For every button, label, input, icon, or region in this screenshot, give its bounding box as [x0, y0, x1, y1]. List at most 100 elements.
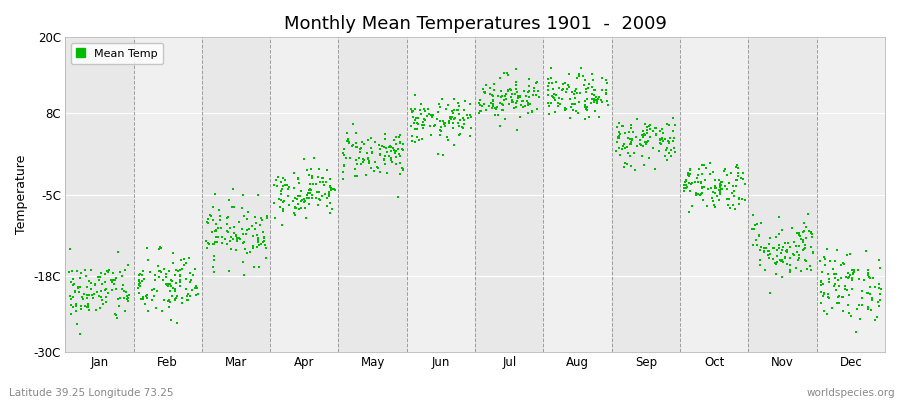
Point	[666, 138, 680, 144]
Point	[92, 277, 106, 283]
Point	[190, 285, 204, 292]
Point	[828, 281, 842, 287]
Point	[287, 210, 302, 216]
Point	[846, 266, 860, 273]
Point	[119, 289, 133, 295]
Point	[179, 260, 194, 266]
Point	[76, 296, 90, 302]
Point	[122, 295, 136, 301]
Bar	[544, 37, 612, 352]
Point	[114, 286, 129, 292]
Point	[796, 239, 810, 246]
Point	[173, 278, 187, 285]
Point	[716, 179, 730, 185]
Point	[302, 187, 316, 193]
Point	[224, 234, 238, 240]
Point	[411, 121, 426, 128]
Point	[514, 102, 528, 108]
Point	[222, 225, 237, 231]
Point	[310, 195, 324, 202]
Point	[222, 197, 237, 203]
Point	[94, 288, 108, 294]
Point	[683, 171, 698, 177]
Point	[770, 234, 784, 240]
Point	[774, 274, 788, 280]
Bar	[680, 37, 749, 352]
Point	[87, 280, 102, 287]
Point	[167, 296, 182, 302]
Point	[371, 165, 385, 172]
Point	[232, 236, 247, 242]
Point	[863, 275, 878, 281]
Point	[711, 176, 725, 183]
Point	[798, 223, 813, 230]
Point	[84, 286, 98, 292]
Point	[727, 206, 742, 212]
Point	[750, 220, 764, 227]
Point	[391, 194, 405, 201]
Point	[796, 228, 811, 234]
Point	[287, 195, 302, 201]
Point	[153, 244, 167, 250]
Point	[66, 294, 80, 300]
Point	[778, 248, 793, 254]
Point	[497, 70, 511, 76]
Point	[448, 115, 463, 121]
Point	[599, 80, 614, 86]
Point	[797, 257, 812, 264]
Point	[708, 190, 723, 196]
Point	[157, 297, 171, 304]
Point	[252, 242, 266, 248]
Point	[790, 249, 805, 256]
Point	[311, 189, 326, 195]
Point	[861, 267, 876, 273]
Point	[254, 241, 268, 247]
Point	[94, 270, 108, 276]
Point	[324, 184, 338, 191]
Point	[599, 77, 614, 84]
Point	[873, 265, 887, 271]
Point	[838, 274, 852, 280]
Point	[350, 161, 365, 168]
Point	[162, 298, 176, 305]
Point	[418, 121, 432, 128]
Point	[568, 95, 582, 102]
Point	[138, 300, 152, 307]
Point	[98, 279, 112, 285]
Point	[114, 272, 129, 279]
Point	[872, 281, 886, 287]
Point	[412, 137, 427, 143]
Point	[145, 297, 159, 304]
Point	[472, 108, 487, 114]
Point	[152, 246, 166, 252]
Point	[120, 293, 134, 299]
Point	[408, 106, 422, 112]
Point	[516, 97, 530, 104]
Point	[640, 124, 654, 130]
Point	[70, 268, 85, 274]
Point	[745, 226, 760, 232]
Point	[502, 101, 517, 107]
Bar	[202, 37, 270, 352]
Point	[485, 101, 500, 107]
Point	[616, 123, 631, 129]
Point	[150, 263, 165, 270]
Point	[68, 289, 82, 295]
Point	[413, 111, 428, 117]
Point	[500, 90, 514, 97]
Point	[512, 114, 526, 121]
Point	[245, 223, 259, 229]
Point	[570, 75, 584, 81]
Point	[827, 283, 842, 289]
Point	[652, 140, 667, 146]
Point	[737, 197, 751, 203]
Point	[613, 152, 627, 158]
Point	[769, 271, 783, 277]
Point	[695, 171, 709, 177]
Point	[349, 157, 364, 164]
Point	[300, 192, 314, 198]
Point	[508, 90, 522, 97]
Point	[872, 285, 886, 291]
Point	[654, 135, 669, 141]
Point	[828, 274, 842, 281]
